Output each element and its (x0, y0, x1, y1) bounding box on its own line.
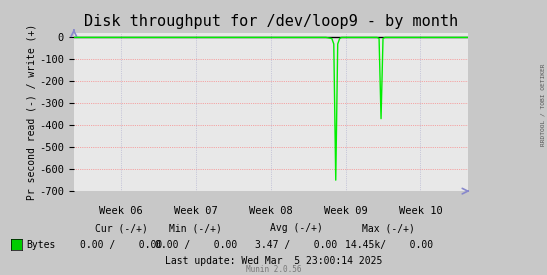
Text: Max (-/+): Max (-/+) (363, 223, 415, 233)
Text: 0.00 /    0.00: 0.00 / 0.00 (80, 240, 162, 250)
Text: Avg (-/+): Avg (-/+) (270, 223, 323, 233)
Text: 3.47 /    0.00: 3.47 / 0.00 (255, 240, 337, 250)
Text: Week 10: Week 10 (399, 206, 443, 216)
Text: 14.45k/    0.00: 14.45k/ 0.00 (345, 240, 433, 250)
Text: Week 09: Week 09 (324, 206, 368, 216)
Text: Last update: Wed Mar  5 23:00:14 2025: Last update: Wed Mar 5 23:00:14 2025 (165, 256, 382, 266)
Text: Cur (-/+): Cur (-/+) (95, 223, 148, 233)
Text: 0.00 /    0.00: 0.00 / 0.00 (155, 240, 237, 250)
Text: Week 08: Week 08 (249, 206, 293, 216)
Text: RRDTOOL / TOBI OETIKER: RRDTOOL / TOBI OETIKER (541, 63, 546, 146)
Title: Disk throughput for /dev/loop9 - by month: Disk throughput for /dev/loop9 - by mont… (84, 14, 458, 29)
Text: Munin 2.0.56: Munin 2.0.56 (246, 265, 301, 274)
Text: Bytes: Bytes (26, 240, 56, 250)
Text: Week 07: Week 07 (174, 206, 218, 216)
Text: Week 06: Week 06 (99, 206, 143, 216)
Y-axis label: Pr second read (-) / write (+): Pr second read (-) / write (+) (26, 24, 36, 200)
Text: Min (-/+): Min (-/+) (170, 223, 223, 233)
